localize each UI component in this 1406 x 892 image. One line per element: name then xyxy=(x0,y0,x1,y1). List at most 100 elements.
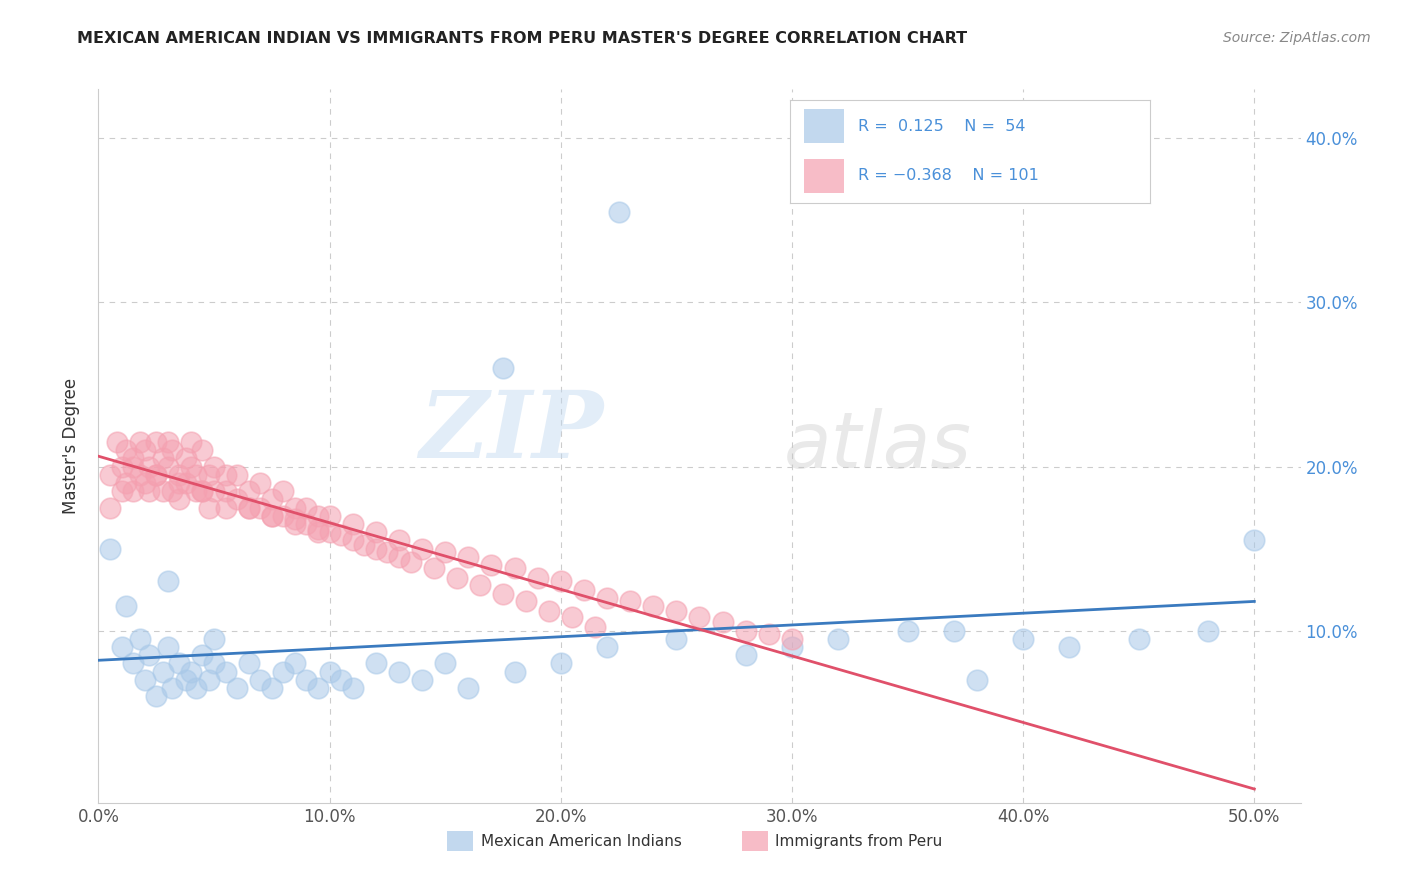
Point xyxy=(202,657,225,671)
Point xyxy=(307,525,329,540)
Point xyxy=(342,533,364,548)
Point xyxy=(110,459,132,474)
Point xyxy=(388,665,411,679)
Point xyxy=(596,640,619,654)
Point xyxy=(152,451,174,466)
Point xyxy=(169,475,191,490)
Point xyxy=(169,492,191,507)
Point xyxy=(295,673,318,687)
Point xyxy=(758,627,780,641)
Point xyxy=(98,467,121,482)
Point xyxy=(284,500,307,515)
Point xyxy=(734,624,756,638)
Point xyxy=(238,484,260,499)
Point xyxy=(202,459,225,474)
Point xyxy=(249,475,271,490)
Point xyxy=(226,492,249,507)
Point xyxy=(162,443,184,458)
Point xyxy=(145,467,167,482)
Point xyxy=(214,467,236,482)
Y-axis label: Master's Degree: Master's Degree xyxy=(62,378,80,514)
Point xyxy=(307,522,329,536)
Text: atlas: atlas xyxy=(783,408,972,484)
Point xyxy=(457,549,479,564)
Point xyxy=(1059,640,1081,654)
Point xyxy=(342,681,364,695)
Point xyxy=(284,516,307,531)
Point xyxy=(503,665,526,679)
Point xyxy=(169,467,191,482)
Point xyxy=(342,516,364,531)
Point xyxy=(434,657,457,671)
Point xyxy=(138,648,160,662)
Point xyxy=(122,484,145,499)
Point xyxy=(260,492,283,507)
Point xyxy=(307,681,329,695)
Point xyxy=(572,582,595,597)
Point xyxy=(503,561,526,575)
Point xyxy=(198,467,221,482)
Point xyxy=(129,467,152,482)
Point xyxy=(284,512,307,526)
Point xyxy=(191,484,214,499)
Point xyxy=(896,624,918,638)
Text: Immigrants from Peru: Immigrants from Peru xyxy=(775,834,942,849)
Point xyxy=(330,673,353,687)
Point xyxy=(129,632,152,646)
Point xyxy=(214,665,236,679)
Point xyxy=(156,640,179,654)
Point xyxy=(734,648,756,662)
Point xyxy=(145,434,167,449)
Point xyxy=(607,205,630,219)
Point xyxy=(492,587,515,601)
Point xyxy=(318,508,340,523)
Point xyxy=(134,673,156,687)
Point xyxy=(966,673,988,687)
Point xyxy=(162,484,184,499)
Point xyxy=(585,620,607,634)
Point xyxy=(1197,624,1219,638)
Point xyxy=(174,673,197,687)
Point xyxy=(388,549,411,564)
Point xyxy=(688,610,710,624)
Point xyxy=(122,451,145,466)
Point xyxy=(249,500,271,515)
Point xyxy=(180,665,202,679)
Point xyxy=(318,665,340,679)
Text: Mexican American Indians: Mexican American Indians xyxy=(481,834,682,849)
Point xyxy=(238,500,260,515)
Point xyxy=(105,434,128,449)
Point xyxy=(122,657,145,671)
Point xyxy=(353,538,375,552)
Point xyxy=(273,508,295,523)
Point xyxy=(780,640,803,654)
Point xyxy=(550,657,572,671)
Point xyxy=(665,632,688,646)
Point xyxy=(156,459,179,474)
Text: MEXICAN AMERICAN INDIAN VS IMMIGRANTS FROM PERU MASTER'S DEGREE CORRELATION CHAR: MEXICAN AMERICAN INDIAN VS IMMIGRANTS FR… xyxy=(77,31,967,46)
Point xyxy=(174,451,197,466)
Point xyxy=(260,508,283,523)
Point xyxy=(98,541,121,556)
Bar xyxy=(447,831,474,851)
Point xyxy=(515,594,537,608)
Point xyxy=(942,624,965,638)
Point xyxy=(238,500,260,515)
Bar xyxy=(741,831,768,851)
Point xyxy=(198,500,221,515)
Point xyxy=(411,541,433,556)
Point xyxy=(318,525,340,540)
Point xyxy=(191,648,214,662)
Point xyxy=(273,665,295,679)
Point xyxy=(238,657,260,671)
Point xyxy=(184,467,207,482)
Point xyxy=(214,484,236,499)
Point xyxy=(184,484,207,499)
Point xyxy=(115,443,138,458)
Point xyxy=(202,632,225,646)
Point xyxy=(364,541,387,556)
Point xyxy=(98,500,121,515)
Point xyxy=(827,632,849,646)
Point xyxy=(152,484,174,499)
Point xyxy=(780,632,803,646)
